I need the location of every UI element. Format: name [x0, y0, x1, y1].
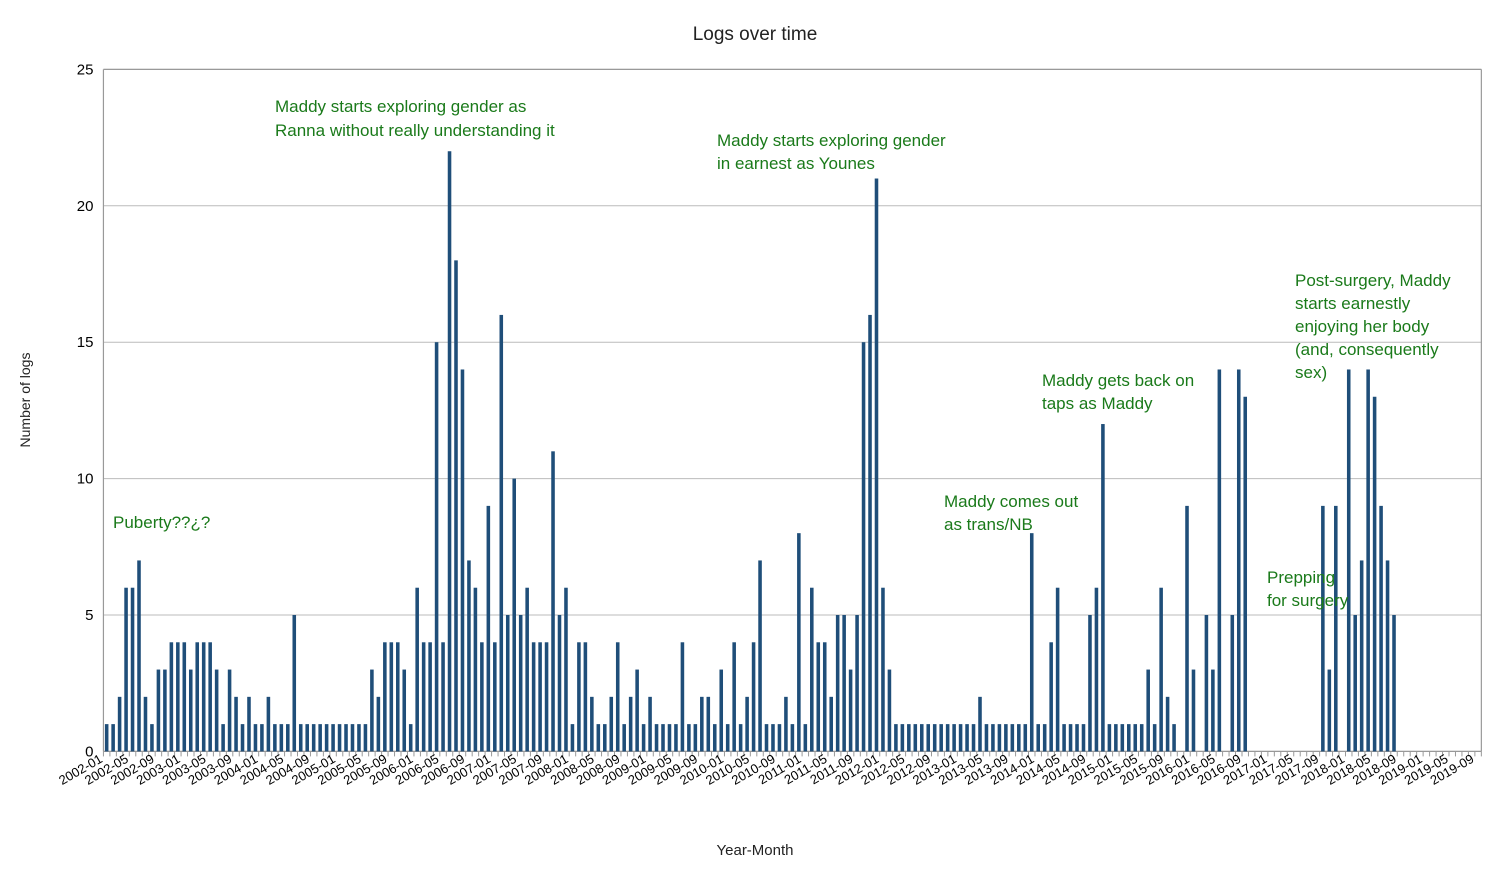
svg-text:for surgery: for surgery — [1267, 591, 1349, 610]
svg-text:Number of logs: Number of logs — [17, 353, 33, 448]
svg-text:Puberty??¿?: Puberty??¿? — [113, 513, 210, 532]
svg-text:starts earnestly: starts earnestly — [1295, 294, 1411, 313]
svg-text:Prepping: Prepping — [1267, 568, 1335, 587]
svg-text:20: 20 — [77, 198, 94, 215]
svg-text:25: 25 — [77, 61, 94, 78]
svg-text:sex): sex) — [1295, 363, 1327, 382]
svg-text:Year-Month: Year-Month — [717, 842, 794, 859]
svg-text:Maddy comes out: Maddy comes out — [944, 492, 1078, 511]
svg-text:enjoying her body: enjoying her body — [1295, 317, 1430, 336]
svg-text:10: 10 — [77, 471, 94, 488]
svg-text:in earnest as Younes: in earnest as Younes — [717, 154, 875, 173]
svg-text:15: 15 — [77, 334, 94, 351]
svg-text:(and, consequently: (and, consequently — [1295, 340, 1439, 359]
svg-text:Maddy starts exploring gender: Maddy starts exploring gender — [717, 131, 946, 150]
svg-text:Ranna without really understan: Ranna without really understanding it — [275, 121, 555, 140]
svg-text:5: 5 — [85, 607, 93, 624]
svg-text:Maddy gets back on: Maddy gets back on — [1042, 371, 1194, 390]
svg-text:Maddy starts exploring gender: Maddy starts exploring gender as — [275, 97, 526, 116]
svg-text:Logs over time: Logs over time — [693, 24, 818, 45]
svg-text:Post-surgery, Maddy: Post-surgery, Maddy — [1295, 271, 1451, 290]
svg-text:as trans/NB: as trans/NB — [944, 515, 1033, 534]
svg-text:taps as Maddy: taps as Maddy — [1042, 394, 1153, 413]
